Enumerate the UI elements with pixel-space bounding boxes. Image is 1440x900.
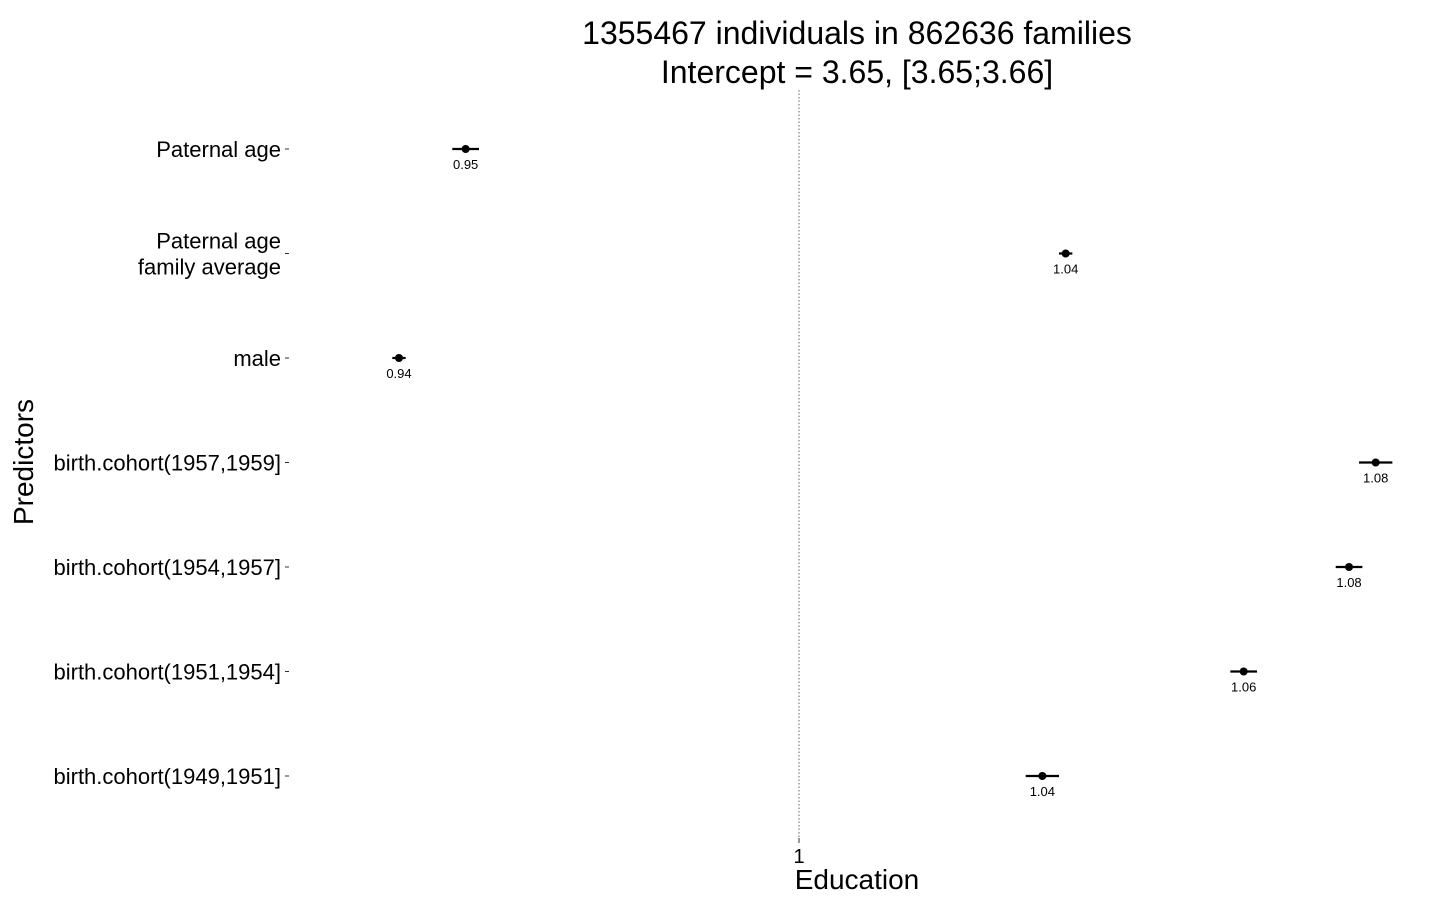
value-label: 1.04 xyxy=(1030,784,1055,799)
y-axis-label: Predictors xyxy=(8,399,39,525)
estimate-point xyxy=(461,145,470,153)
chart-title-line-2: Intercept = 3.65, [3.65;3.66] xyxy=(661,54,1053,90)
chart-title: 1355467 individuals in 862636 families I… xyxy=(582,15,1132,90)
estimate-point xyxy=(1371,458,1380,467)
estimate-point xyxy=(1038,772,1047,780)
estimate-point xyxy=(394,354,403,362)
x-tick-label: 1 xyxy=(793,846,804,868)
y-tick-label: Paternal age xyxy=(156,229,281,254)
x-axis-label: Education xyxy=(795,864,920,895)
y-tick-label: birth.cohort(1954,1957] xyxy=(54,555,282,580)
value-label: 0.94 xyxy=(386,366,411,381)
chart-title-line-1: 1355467 individuals in 862636 families xyxy=(582,15,1132,51)
y-tick-label: birth.cohort(1951,1954] xyxy=(54,660,282,685)
value-labels: 0.95 1.04 0.94 1.08 1.08 1.06 1.04 xyxy=(386,157,1388,799)
y-tick-label: birth.cohort(1949,1951] xyxy=(54,764,282,789)
value-label: 1.08 xyxy=(1336,575,1361,590)
value-label: 1.06 xyxy=(1231,680,1256,695)
y-tick-label: family average xyxy=(138,255,281,280)
value-label: 1.08 xyxy=(1363,471,1388,486)
x-axis: 1 xyxy=(793,838,805,868)
estimate-point xyxy=(1345,563,1354,571)
y-tick-label: Paternal age xyxy=(156,137,281,162)
value-label: 1.04 xyxy=(1053,262,1078,277)
estimate-point xyxy=(1239,667,1248,676)
value-label: 0.95 xyxy=(453,157,478,172)
estimate-point xyxy=(1061,249,1070,258)
y-tick-label: male xyxy=(233,346,281,371)
chart-marks xyxy=(392,145,1393,780)
y-tick-label: birth.cohort(1957,1959] xyxy=(54,451,282,476)
